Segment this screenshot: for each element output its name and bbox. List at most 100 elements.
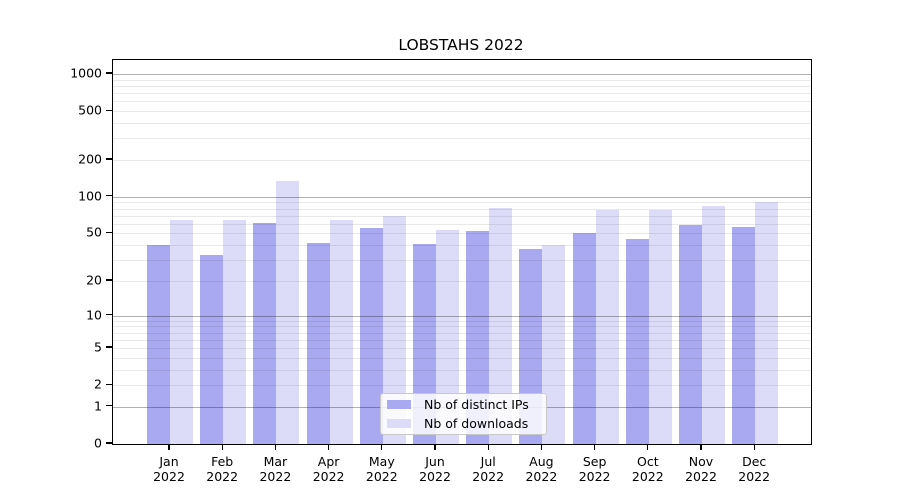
gridline-minor <box>113 85 811 87</box>
bar-distinct-ips-nov <box>679 224 702 444</box>
x-axis-tick-year: 2022 <box>312 468 345 484</box>
legend-label-distinct-ips: Nb of distinct IPs <box>424 397 529 412</box>
y-axis-tick-label: 100 <box>78 188 102 204</box>
y-axis-tick <box>106 313 112 316</box>
x-axis-tick-label: Aug 2022 <box>511 454 571 484</box>
bar-distinct-ips-may <box>359 227 383 444</box>
x-axis-tick <box>381 444 383 450</box>
x-axis-tick-label: Jan 2022 <box>139 454 199 484</box>
x-axis-tick <box>168 444 170 450</box>
gridline-minor <box>113 79 811 81</box>
y-axis-tick-label: 50 <box>86 224 102 240</box>
x-axis-tick-label: Nov 2022 <box>671 454 731 484</box>
y-axis-tick-label: 20 <box>86 272 102 288</box>
bar-distinct-ips-dec <box>732 226 756 444</box>
gridline-minor <box>113 202 811 204</box>
bar-downloads-nov <box>702 206 725 444</box>
y-axis-tick <box>106 383 112 385</box>
bar-downloads-jul <box>489 208 513 444</box>
y-axis-tick <box>106 405 112 407</box>
x-axis-tick <box>540 444 542 450</box>
gridline-minor <box>113 111 811 113</box>
x-axis-tick <box>328 444 330 450</box>
legend-item-downloads: Nb of downloads <box>387 416 546 431</box>
bar-distinct-ips-sep <box>572 233 596 444</box>
x-axis-tick-label: Feb 2022 <box>192 454 252 484</box>
x-axis-tick-label: Oct 2022 <box>618 454 678 484</box>
x-axis-tick-year: 2022 <box>259 468 292 484</box>
gridline-major <box>113 74 811 76</box>
x-axis-tick-label: May 2022 <box>352 454 412 484</box>
bar-distinct-ips-jan <box>147 245 170 444</box>
y-axis-tick <box>106 158 112 160</box>
bar-downloads-sep <box>595 210 619 444</box>
y-axis-tick <box>106 109 112 111</box>
bar-distinct-ips-oct <box>625 238 649 444</box>
x-axis-tick-label: Dec 2022 <box>724 454 784 484</box>
bar-distinct-ips-apr <box>306 242 330 444</box>
x-axis-tick <box>221 444 223 450</box>
gridline-minor <box>113 93 811 95</box>
y-axis-tick <box>106 346 112 348</box>
plot-area <box>112 59 812 445</box>
y-axis-tick <box>106 72 112 74</box>
legend-item-distinct-ips: Nb of distinct IPs <box>387 397 546 412</box>
x-axis-tick-year: 2022 <box>472 468 505 484</box>
y-axis-tick-label: 500 <box>78 102 102 118</box>
legend-label-downloads: Nb of downloads <box>424 416 529 431</box>
x-axis-tick-label: Apr 2022 <box>299 454 359 484</box>
y-axis-tick-label: 2 <box>94 376 102 392</box>
bar-downloads-oct <box>648 210 672 444</box>
bar-downloads-mar <box>276 181 300 444</box>
x-axis-tick-year: 2022 <box>153 468 185 484</box>
x-axis-tick-year: 2022 <box>206 468 239 484</box>
legend-swatch-downloads <box>387 419 411 428</box>
y-axis-tick <box>106 279 112 281</box>
gridline-minor <box>113 123 811 125</box>
bar-downloads-apr <box>329 219 353 444</box>
gridline-major <box>113 196 811 198</box>
x-axis-tick-label: Sep 2022 <box>565 454 625 484</box>
y-axis-tick-label: 10 <box>86 307 102 323</box>
x-axis-tick <box>434 444 436 450</box>
legend: Nb of distinct IPs Nb of downloads <box>380 393 547 435</box>
x-axis-tick <box>594 444 596 450</box>
gridline-minor <box>113 101 811 103</box>
y-axis-tick-label: 0 <box>94 435 102 451</box>
bar-downloads-may <box>382 215 406 444</box>
x-axis-tick-year: 2022 <box>578 468 611 484</box>
x-axis-tick-label: Mar 2022 <box>245 454 305 484</box>
y-axis-tick <box>106 442 112 444</box>
y-axis-tick <box>106 231 112 234</box>
bar-downloads-feb <box>223 220 247 444</box>
x-axis-tick-year: 2022 <box>685 468 717 484</box>
bar-downloads-jun <box>436 230 459 444</box>
x-axis-tick <box>487 444 489 450</box>
y-axis-tick-label: 1 <box>94 398 102 414</box>
x-axis-tick-year: 2022 <box>365 468 398 484</box>
x-axis-tick <box>700 444 702 450</box>
x-axis-tick-label: Jul 2022 <box>458 454 518 484</box>
x-axis-tick <box>753 444 755 450</box>
y-axis-tick-label: 1000 <box>70 65 102 81</box>
x-axis-tick-year: 2022 <box>631 468 664 484</box>
bar-downloads-aug <box>542 245 566 444</box>
x-axis-tick-year: 2022 <box>419 468 451 484</box>
chart-title: LOBSTAHS 2022 <box>398 36 524 54</box>
x-axis-tick <box>647 444 649 450</box>
y-axis-tick-label: 200 <box>78 151 102 167</box>
x-axis-tick-label: Jun 2022 <box>405 454 465 484</box>
bar-distinct-ips-mar <box>253 223 277 444</box>
bar-distinct-ips-jul <box>466 231 490 444</box>
bar-downloads-jan <box>170 220 193 444</box>
y-axis-tick-label: 5 <box>94 339 102 355</box>
gridline-minor <box>113 138 811 140</box>
gridline-minor <box>113 160 811 161</box>
x-axis-tick-year: 2022 <box>738 468 771 484</box>
x-axis-tick <box>274 444 276 450</box>
x-axis-tick-year: 2022 <box>525 468 558 484</box>
legend-swatch-distinct-ips <box>387 400 411 409</box>
bar-downloads-dec <box>755 201 779 444</box>
y-axis-tick <box>106 195 112 197</box>
